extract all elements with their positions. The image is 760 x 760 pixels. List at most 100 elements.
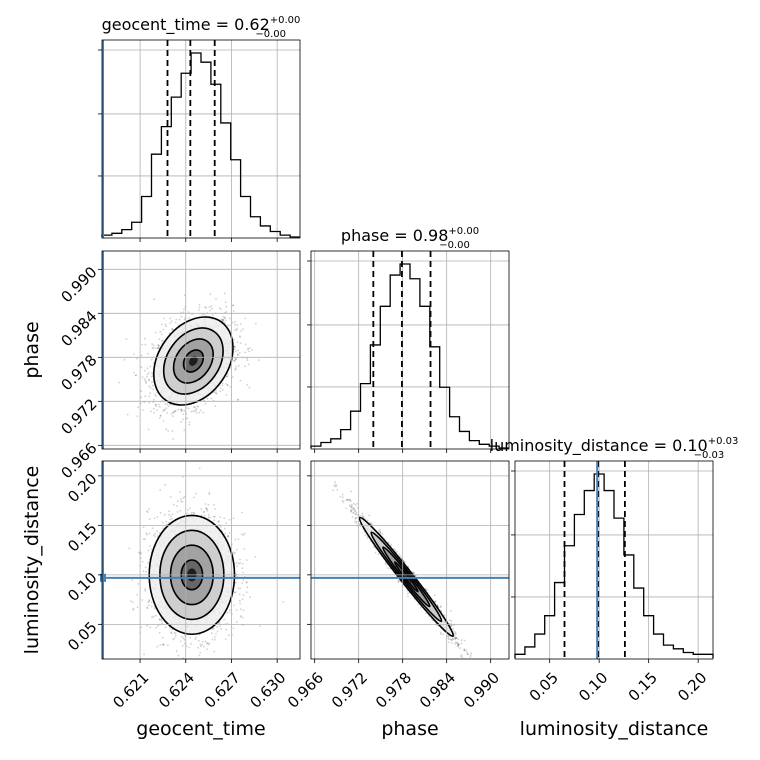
sample-point [204,640,207,643]
sample-point [160,415,162,417]
sample-point [213,638,216,641]
sample-point [164,513,166,516]
sample-point [183,308,185,311]
sample-point [215,392,217,395]
sample-point [155,405,158,408]
sample-point [334,483,337,486]
sample-point [146,606,149,609]
sample-point [220,318,223,321]
sample-point [171,328,173,330]
sample-point [235,572,237,575]
sample-point [202,313,205,316]
sample-point [146,367,149,370]
sample-point [225,628,227,631]
sample-point [178,491,181,493]
sample-point [183,642,186,645]
sample-point [234,359,237,361]
sample-point [161,333,163,335]
sample-point [237,349,240,352]
sample-point [157,344,160,347]
sample-point [118,381,120,384]
sample-point [180,315,183,318]
sample-point [136,606,139,609]
sample-point [182,418,184,421]
sample-point [248,350,251,353]
sample-point [392,548,395,550]
sample-point [225,311,228,313]
sample-point [236,354,239,357]
sample-point [206,509,209,512]
sample-point [351,506,353,509]
sample-point [335,485,338,487]
sample-point [159,330,162,333]
sample-point [171,430,174,432]
sample-point [190,511,193,514]
sample-point [143,369,146,372]
sample-point [212,628,215,630]
sample-point [233,359,236,362]
sample-point [136,415,139,418]
sample-point [173,637,176,640]
sample-point [199,409,202,412]
sample-point [163,408,166,411]
sample-point [146,510,148,513]
sample-point [170,517,173,520]
sample-point [210,305,213,308]
sample-point [226,612,229,614]
sample-point [249,596,251,599]
sample-point [165,325,167,328]
sample-point [223,317,226,319]
sample-point [207,516,210,519]
sample-point [206,648,208,651]
sample-point [240,330,243,332]
sample-point [232,517,235,520]
sample-point [188,646,191,649]
sample-point [227,373,229,375]
sample-point [183,318,186,321]
sample-point [162,410,164,413]
sample-point [152,407,155,410]
sample-point [154,393,157,396]
sample-point [234,358,237,360]
sample-point [175,650,178,652]
sample-point [182,657,184,659]
sample-point [202,411,205,414]
sample-point [356,507,359,509]
sample-point [238,599,241,602]
sample-point [210,632,213,635]
sample-point [195,412,198,414]
sample-point [220,308,223,311]
sample-point [148,372,150,374]
sample-point [156,530,159,533]
sample-point [172,415,174,418]
sample-point [149,392,152,394]
sample-point [232,310,235,312]
sample-point [190,642,192,645]
sample-point [142,409,144,411]
sample-point [412,572,415,575]
sample-point [248,386,251,389]
sample-point [354,517,357,519]
sample-point [209,293,212,296]
sample-point [229,317,231,320]
sample-point [213,636,216,639]
sample-point [192,410,195,412]
sample-point [162,527,165,530]
sample-point [222,315,225,318]
sample-point [177,654,180,657]
sample-point [246,586,249,589]
sample-point [227,324,229,327]
sample-point [211,638,214,641]
sample-point [183,294,186,296]
sample-point [213,391,216,393]
sample-point [195,636,197,639]
sample-point [153,412,155,414]
sample-point [163,409,166,412]
sample-point [242,609,245,612]
sample-point [183,638,186,641]
sample-point [251,349,254,351]
sample-point [159,644,162,646]
sample-point [149,365,152,368]
sample-point [144,337,146,340]
sample-point [215,633,217,635]
